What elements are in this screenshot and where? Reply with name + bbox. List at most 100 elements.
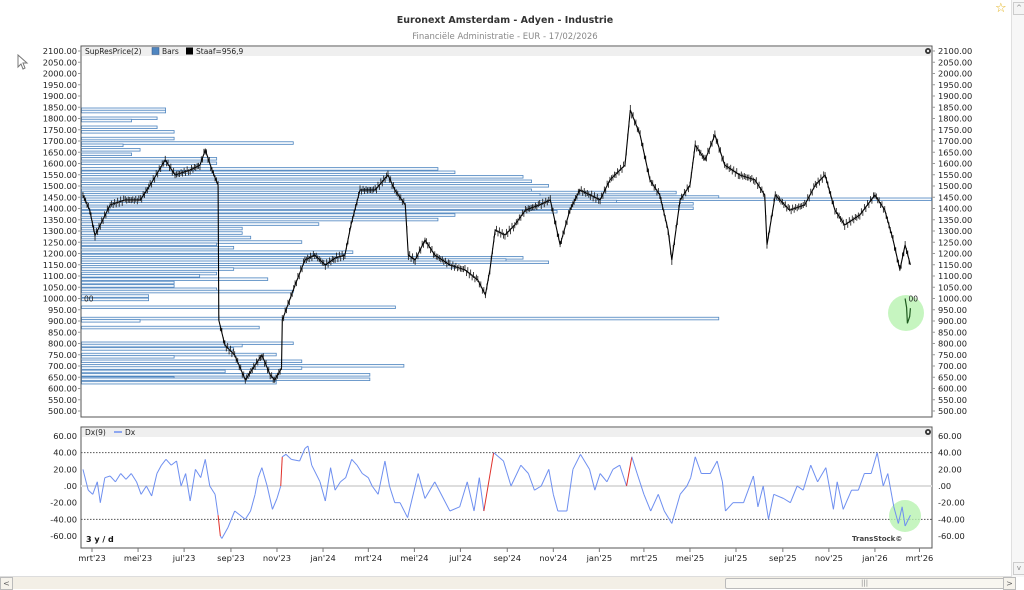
- price-tick-label-right: 600.00: [938, 384, 967, 394]
- dx-segment: [716, 460, 723, 482]
- price-tick-label-right: 1800.00: [938, 114, 972, 124]
- x-tick-label: jul'24: [448, 553, 472, 563]
- sr-bar: [81, 284, 175, 288]
- price-tick-label-right: 850.00: [938, 327, 967, 337]
- dx-segment: [281, 453, 287, 458]
- price-tick-label-right: 700.00: [938, 361, 967, 371]
- price-tick-label-left: 1200.00: [43, 249, 77, 259]
- dx-segment: [893, 506, 899, 524]
- sr-bar: [81, 260, 549, 264]
- scroll-up-button[interactable]: ^: [1013, 2, 1024, 15]
- price-tick-label-right: 2050.00: [938, 57, 972, 67]
- dx-segment: [356, 464, 363, 474]
- sr-bar: [81, 289, 294, 294]
- horizontal-scrollbar[interactable]: < ||| >: [0, 576, 1016, 590]
- dx-segment: [626, 456, 633, 487]
- price-tick-label-left: 1850.00: [43, 102, 77, 112]
- sr-bar: [81, 175, 524, 179]
- price-tick-label-right: 2100.00: [938, 46, 972, 56]
- dx-segment: [221, 527, 229, 539]
- dx-segment: [96, 481, 101, 503]
- sr-bar: [81, 148, 141, 152]
- price-legend-strip: [82, 47, 931, 56]
- staaf-series: [904, 298, 911, 324]
- sr-bar: [81, 161, 218, 165]
- dx-tick-label-left: -40.00: [50, 514, 77, 524]
- dx-segment: [743, 475, 754, 503]
- dx-segment: [483, 452, 495, 512]
- price-tick-label-left: 500.00: [48, 406, 77, 416]
- dx-segment: [99, 477, 106, 503]
- dx-segment: [619, 465, 628, 487]
- price-tick-label-right: 750.00: [938, 350, 967, 360]
- x-tick-label: nov'24: [539, 553, 567, 563]
- dx-segment: [612, 464, 621, 470]
- gear-icon-hole: [926, 430, 930, 434]
- dx-segment: [345, 459, 353, 478]
- price-tick-label-right: 1350.00: [938, 215, 972, 225]
- dx-segment: [130, 473, 137, 483]
- sr-bar: [81, 206, 694, 210]
- legend-staaf-swatch: [186, 47, 193, 55]
- dx-segment: [140, 485, 147, 495]
- x-tick-label: jul'25: [724, 553, 748, 563]
- dx-tick-label-right: 40.00: [938, 448, 962, 458]
- dx-tick-label-left: 20.00: [53, 464, 77, 474]
- dx-reference-lines: [81, 452, 932, 520]
- dx-tick-label-left: .00: [64, 481, 77, 491]
- x-tick-label: jan'26: [861, 553, 888, 563]
- dx-segment: [261, 467, 268, 487]
- sr-bar: [81, 157, 218, 161]
- staaf-line: [904, 298, 911, 324]
- price-tick-label-right: 1400.00: [938, 204, 972, 214]
- dx-segment: [636, 473, 645, 495]
- dx-segment: [679, 485, 688, 495]
- dx-segment: [657, 494, 665, 512]
- dx-tick-label-right: -60.00: [938, 531, 965, 541]
- legend-staaf: Staaf=956,9: [196, 47, 244, 56]
- sr-bar: [81, 377, 371, 381]
- price-tick-label-right: 1150.00: [938, 260, 972, 270]
- dx-tick-label-left: -20.00: [50, 498, 77, 508]
- vertical-scrollbar[interactable]: ^ v: [1011, 0, 1024, 577]
- dx-segment: [901, 506, 906, 527]
- gear-icon-hole: [926, 49, 930, 53]
- scroll-down-button[interactable]: v: [1013, 562, 1024, 575]
- dx-segment: [367, 477, 373, 487]
- dx-segment: [552, 494, 559, 512]
- x-axis: mrt'23 mei'23 jul'23 sep'23 nov'23 jan'24 mrt'…: [78, 547, 933, 563]
- price-tick-label-left: 1100.00: [43, 271, 77, 281]
- sr-bar: [81, 130, 175, 134]
- dx-segment: [817, 467, 827, 483]
- dx-segment: [334, 481, 341, 491]
- x-tick-label: sep'25: [769, 553, 797, 563]
- dx-segment: [340, 477, 346, 483]
- star-outline-icon[interactable]: ☆: [995, 1, 1007, 16]
- dx-segment: [721, 481, 726, 512]
- price-tick-label-left: 900.00: [48, 316, 77, 326]
- price-tick-label-left: 1650.00: [43, 147, 77, 157]
- sr-bar: [81, 274, 201, 278]
- dx-segment: [388, 485, 396, 503]
- scroll-left-button[interactable]: <: [0, 577, 13, 590]
- dx-segment: [493, 452, 504, 462]
- price-tick-label-left: 600.00: [48, 384, 77, 394]
- sr-bar: [81, 202, 694, 206]
- dx-segment: [690, 456, 696, 478]
- scrollbar-thumb[interactable]: |||: [725, 578, 1005, 589]
- price-tick-label-right: 1700.00: [938, 136, 972, 146]
- dx-segment: [548, 469, 554, 495]
- price-tick-label-left: 1600.00: [43, 159, 77, 169]
- x-tick-label: sep'24: [493, 553, 521, 563]
- scroll-right-button[interactable]: >: [1003, 577, 1016, 590]
- dx-panel[interactable]: 60.00 60.00 40.00 40.00 20.00 20.00 .00 .00 -20.…: [50, 426, 965, 549]
- dx-segment: [209, 485, 216, 495]
- price-tick-label-left: 1750.00: [43, 125, 77, 135]
- sr-bar: [81, 118, 132, 123]
- price-tick-label-left: 1150.00: [43, 260, 77, 270]
- dx-segment: [417, 473, 426, 499]
- dx-segment: [399, 502, 409, 518]
- price-tick-label-left: 1250.00: [43, 237, 77, 247]
